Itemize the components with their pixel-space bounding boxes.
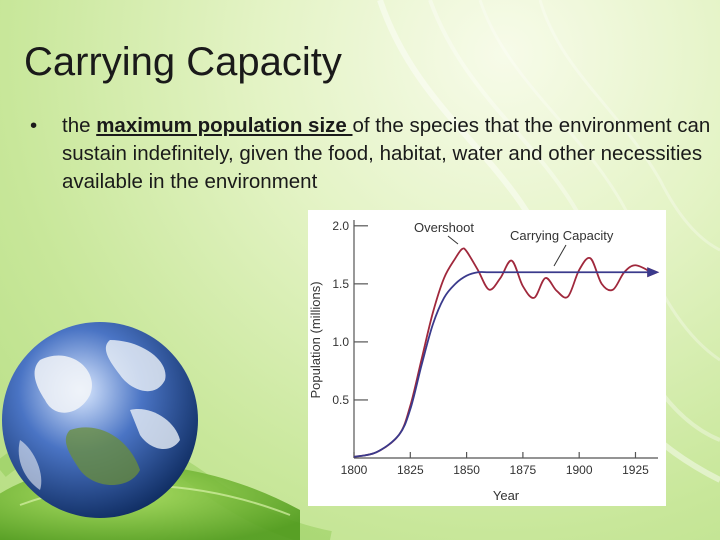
x-tick-label: 1850 — [453, 463, 480, 477]
x-tick-label: 1925 — [622, 463, 649, 477]
bullet-emphasis: maximum population size — [96, 114, 353, 137]
x-tick-label: 1875 — [510, 463, 537, 477]
x-tick-label: 1900 — [566, 463, 593, 477]
y-tick-label: 2.0 — [332, 219, 349, 233]
chart-svg: 0.5 1.0 1.5 2.0 1800 1825 1850 1875 1900 1925 Pop… — [308, 219, 660, 503]
series-layer — [353, 247, 660, 458]
x-tick-label: 1825 — [397, 463, 424, 477]
annotation-capacity-pointer — [553, 244, 567, 267]
annotation-carrying-capacity: Carrying Capacity — [510, 228, 614, 243]
bullet-text-before: the — [62, 114, 97, 137]
y-tick-label: 0.5 — [332, 393, 349, 407]
bullet-text: the maximum population size of the speci… — [62, 112, 720, 196]
bullet-text-after: of the species that the environment can … — [62, 114, 711, 193]
x-tick-label: 1800 — [341, 463, 368, 477]
x-axis-title: Year — [493, 488, 520, 503]
axis-ticks: 0.5 1.0 1.5 2.0 1800 1825 1850 1875 1900 1925 — [332, 219, 649, 477]
y-axis-title: Population (millions) — [308, 281, 323, 398]
y-tick-label: 1.0 — [332, 335, 349, 349]
series-arrowhead-capacity — [647, 267, 660, 278]
bullet-marker: • — [30, 114, 38, 137]
annotation-overshoot: Overshoot — [414, 220, 474, 235]
earth-globe-icon — [0, 322, 300, 540]
annotation-overshoot-pointer — [447, 235, 459, 245]
series-line-population — [353, 247, 652, 458]
series-line-capacity — [353, 271, 652, 458]
slide-title: Carrying Capacity — [24, 40, 342, 84]
y-tick-label: 1.5 — [332, 277, 349, 291]
population-chart: 0.5 1.0 1.5 2.0 1800 1825 1850 1875 1900 1925 Pop… — [308, 210, 666, 506]
